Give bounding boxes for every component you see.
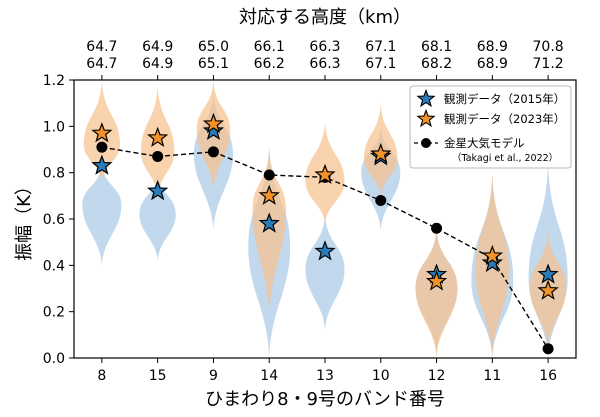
legend-star-2015-shape [416,88,436,108]
altitude-2015-band-12: 68.1 [421,39,452,55]
star-2023-band-16 [537,279,559,300]
altitude-2023-band-14: 66.2 [254,56,285,72]
altitude-2023-band-13: 66.3 [309,56,340,72]
y-tick-label-0.0: 0.0 [43,351,65,367]
altitude-2015-band-9: 65.0 [198,39,229,55]
model-point-band-15 [152,150,164,162]
star-2015-band-8 [91,154,113,175]
star-2015-band-16 [537,263,559,284]
y-ticks: 0.0 0.2 0.4 0.6 0.8 1.0 1.2 [43,73,74,367]
altitude-2015-band-16: 70.8 [533,39,564,55]
altitude-2015-band-11: 68.9 [477,39,508,55]
star-2015-band-13 [314,240,336,261]
markers-layer [91,112,559,355]
x-tick-label-14: 14 [260,368,278,384]
x-tick-label-15: 15 [149,368,167,384]
altitude-2015-band-14: 66.1 [254,39,285,55]
y-tick-label-0.4: 0.4 [43,258,65,274]
star-2015-band-11 [481,251,503,273]
model-point-band-16 [542,343,554,355]
x-tick-label-13: 13 [316,368,334,384]
legend-label-model-sub: （Takagi et al., 2022） [452,152,558,164]
violin-2015-band-8 [82,163,122,266]
legend-box [409,85,572,169]
legend-marker-2015 [416,88,436,108]
x-tick-label-11: 11 [483,368,501,384]
altitude-2023-band-11: 68.9 [477,56,508,72]
altitude-2023-band-12: 68.2 [421,56,452,72]
star-2015-band-15 [147,179,169,201]
x-tick-label-16: 16 [539,368,557,384]
y-tick-label-0.8: 0.8 [43,166,65,182]
altitude-2023-band-8: 64.7 [86,56,117,72]
star-2023-band-10 [370,142,392,164]
x-tick-label-8: 8 [97,368,106,384]
x-axis-title: ひまわり8・9号のバンド番号 [205,389,445,410]
altitude-2015-band-15: 64.9 [142,39,173,55]
violin-2015-band-13 [305,214,345,331]
model-point-band-9 [207,146,219,158]
y-tick-label-1.0: 1.0 [43,119,65,135]
y-tick-label-0.2: 0.2 [43,305,65,321]
legend-label-2023: 観測データ（2023年） [444,112,565,126]
star-2023-band-15 [147,126,169,147]
star-2023-band-14 [258,184,280,205]
star-2023-band-11 [481,244,503,266]
y-tick-label-0.6: 0.6 [43,212,65,228]
altitude-2023-band-9: 65.1 [198,56,229,72]
violin-2023-band-14 [252,149,286,317]
altitude-2023-band-15: 64.9 [142,56,173,72]
model-point-band-14 [263,169,275,181]
altitude-2023-band-10: 67.1 [365,56,396,72]
star-2015-band-14 [258,212,280,233]
x-tick-label-9: 9 [209,368,218,384]
altitude-2015-band-10: 67.1 [365,39,396,55]
altitude-2015-band-8: 64.7 [86,39,117,55]
legend: 観測データ（2015年） 観測データ（2023年） 金星大気モデル （Takag… [409,85,572,169]
y-axis-title: 振幅（K） [14,177,35,261]
legend-label-model: 金星大気モデル [444,136,525,150]
x-tick-label-10: 10 [372,368,390,384]
violin-2015-band-15 [139,172,176,261]
model-point-band-10 [375,194,387,206]
top-ticks: 64.764.7 64.964.9 65.065.1 66.166.2 66.366.3… [86,39,564,80]
legend-marker-2023 [416,108,436,128]
legend-label-2015: 観測データ（2015年） [444,92,565,106]
top-axis-title: 対応する高度（km） [239,7,411,28]
legend-star-2023-shape [416,108,436,128]
star-2023-band-12 [425,270,448,291]
legend-model-marker [421,138,431,148]
star-2023-band-13 [314,163,336,185]
star-2015-band-9 [202,119,225,141]
altitude-2023-band-16: 71.2 [533,56,564,72]
star-2023-band-8 [91,122,113,143]
y-tick-label-1.2: 1.2 [43,73,65,89]
x-tick-label-12: 12 [428,368,446,384]
model-point-band-12 [431,222,443,234]
x-ticks: 8 15 9 14 13 10 12 11 16 [97,358,557,384]
altitude-2015-band-13: 66.3 [309,39,340,55]
star-2023-band-9 [202,112,225,134]
model-point-band-8 [96,141,108,153]
violin-2023-band-12 [415,228,458,358]
